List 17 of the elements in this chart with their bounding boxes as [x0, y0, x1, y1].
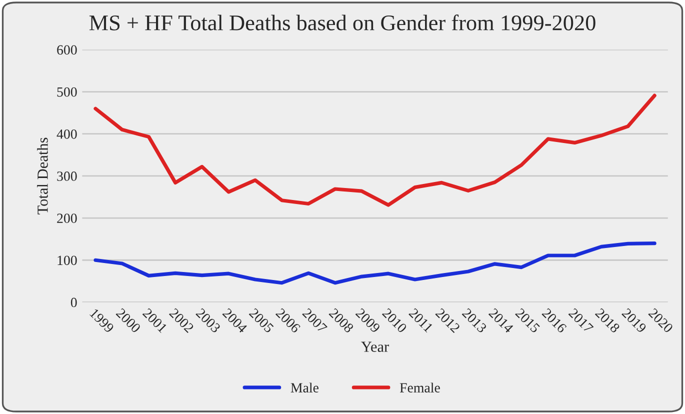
y-tick-label: 500 — [57, 87, 77, 97]
y-tick-label: 600 — [57, 45, 77, 55]
x-axis-title: Year — [361, 342, 389, 352]
y-tick-label: 400 — [56, 129, 77, 139]
legend-label: Female — [400, 382, 440, 392]
line-series — [94, 241, 656, 285]
y-tick-label: 100 — [58, 256, 77, 266]
x-tick-label: 1999 — [89, 308, 114, 334]
y-axis-title: Total Deaths — [37, 138, 48, 214]
legend-label: Male — [290, 382, 318, 392]
x-tick-label: 2007 — [302, 308, 328, 334]
x-tick-label: 2017 — [568, 308, 594, 334]
y-tick-label: 0 — [70, 298, 77, 308]
chart-title: MS + HF Total Deaths based on Gender from 1999-2020 — [89, 14, 596, 30]
y-tick-label: 300 — [57, 172, 77, 181]
line-series — [94, 94, 656, 207]
y-tick-label: 200 — [57, 214, 77, 223]
